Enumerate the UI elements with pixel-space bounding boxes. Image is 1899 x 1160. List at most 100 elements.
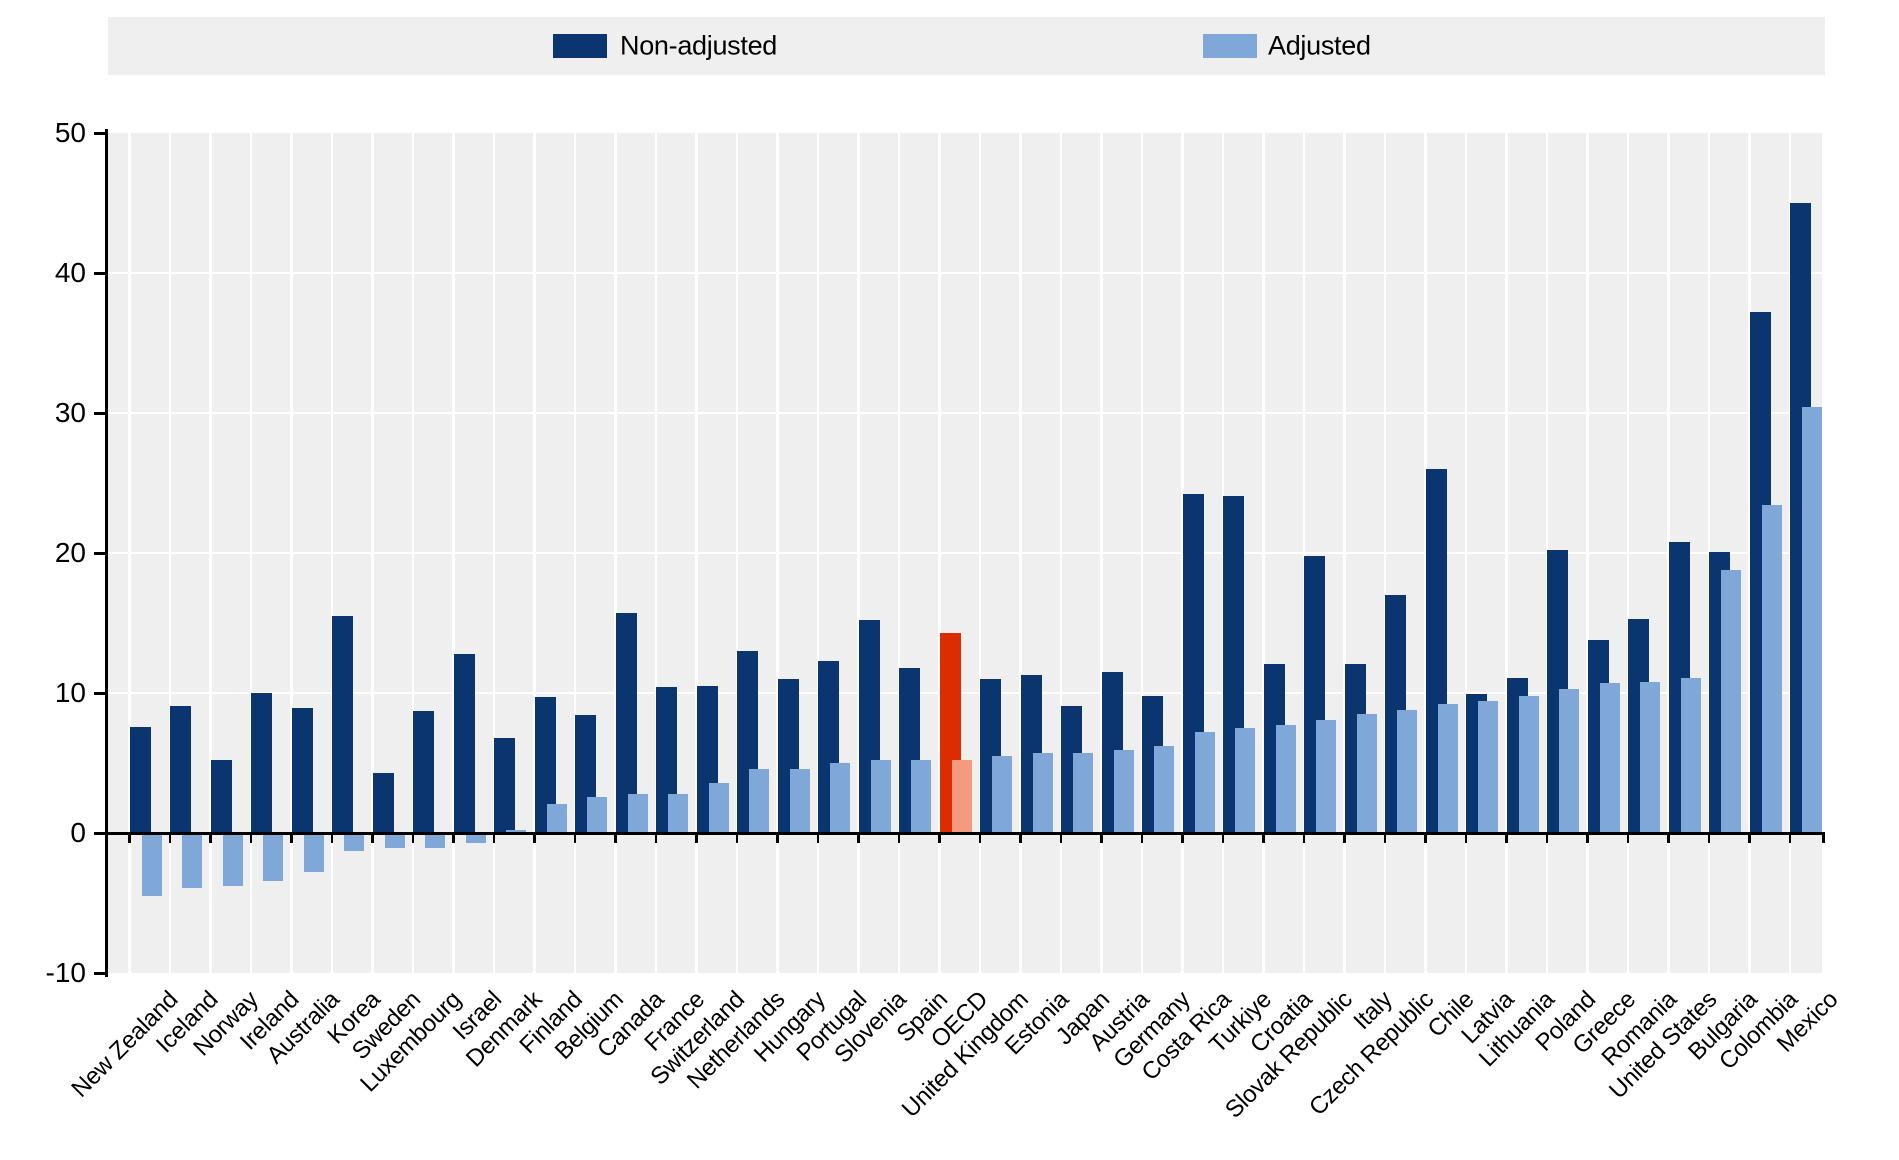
x-axis-tick — [614, 831, 617, 843]
column-separator-stripe — [168, 133, 171, 973]
bar-non-adjusted-norway — [210, 760, 232, 833]
column-separator-stripe — [1343, 133, 1346, 973]
bar-adjusted-japan — [1073, 753, 1093, 833]
x-axis-tick — [735, 831, 738, 843]
bar-adjusted-mexico — [1802, 407, 1822, 833]
x-axis-tick — [1707, 831, 1710, 843]
column-separator-stripe — [654, 133, 657, 973]
x-axis-tick — [1221, 831, 1224, 843]
x-axis-tick — [1545, 831, 1548, 843]
column-separator-stripe — [1059, 133, 1062, 973]
bar-non-adjusted-canada — [615, 613, 637, 833]
plot-area — [94, 129, 1825, 977]
bar-adjusted-australia — [303, 833, 324, 873]
column-separator-stripe — [1221, 133, 1224, 973]
x-axis-tick — [1383, 831, 1386, 843]
bar-adjusted-korea — [344, 833, 364, 852]
column-separator-stripe — [695, 133, 698, 973]
bar-adjusted-netherlands — [749, 768, 769, 833]
x-axis-tick — [452, 831, 455, 843]
bar-adjusted-estonia — [1032, 753, 1053, 833]
x-axis-tick — [1140, 831, 1143, 843]
bar-adjusted-finland — [546, 803, 567, 833]
bar-adjusted-norway — [222, 833, 243, 887]
column-separator-stripe — [1424, 133, 1427, 973]
bar-adjusted-greece — [1599, 683, 1620, 833]
bar-adjusted-turkiye — [1235, 728, 1255, 833]
column-separator-stripe — [1100, 133, 1103, 973]
column-separator-stripe — [492, 133, 495, 973]
x-axis-tick — [1505, 831, 1508, 843]
column-separator-stripe — [1505, 133, 1508, 973]
bar-adjusted-czech-republic — [1397, 709, 1417, 833]
bar-adjusted-romania — [1640, 681, 1660, 833]
bar-adjusted-france — [668, 793, 688, 833]
x-axis-tick — [1667, 831, 1670, 843]
x-axis-tick — [857, 831, 860, 843]
x-axis-tick — [1748, 831, 1751, 843]
x-axis-tick — [695, 831, 698, 843]
bar-adjusted-italy — [1356, 714, 1377, 833]
x-axis-tick — [938, 831, 941, 843]
column-separator-stripe — [1545, 133, 1548, 973]
x-axis-tick — [371, 831, 374, 843]
bar-adjusted-latvia — [1478, 701, 1498, 833]
x-axis-tick — [290, 831, 293, 843]
y-axis-tick — [94, 411, 105, 415]
bar-adjusted-israel — [465, 833, 486, 843]
column-separator-stripe — [1302, 133, 1305, 973]
x-axis-zero-line — [108, 831, 1825, 835]
column-separator-stripe — [128, 133, 131, 973]
bar-adjusted-portugal — [830, 763, 850, 833]
bar-non-adjusted-australia — [291, 708, 313, 833]
y-axis-tick-label-0: 0 — [70, 817, 86, 848]
bar-non-adjusted-ireland — [251, 693, 272, 833]
column-separator-stripe — [614, 133, 617, 973]
y-axis-spine — [104, 129, 108, 977]
y-axis-tick-label-20: 20 — [54, 537, 86, 568]
bar-adjusted-sweden — [384, 833, 405, 849]
bar-non-adjusted-iceland — [170, 705, 191, 833]
x-axis-tick — [1059, 831, 1062, 843]
x-axis-tick — [533, 831, 536, 843]
x-axis-tick — [1822, 831, 1825, 843]
y-axis-tick-label-10: 10 — [54, 677, 86, 708]
y-axis-tick-label--10: -10 — [45, 957, 86, 988]
bar-adjusted-hungary — [789, 768, 810, 833]
x-axis-tick — [1626, 831, 1629, 843]
x-axis-tick — [1181, 831, 1184, 843]
x-axis-tick — [654, 831, 657, 843]
x-axis-tick — [978, 831, 981, 843]
y-axis-tick — [94, 831, 105, 835]
column-separator-stripe — [573, 133, 576, 973]
bar-adjusted-slovak-republic — [1316, 719, 1336, 833]
bar-adjusted-switzerland — [708, 782, 729, 833]
column-separator-stripe — [290, 133, 293, 973]
column-separator-stripe — [1262, 133, 1265, 973]
x-axis-tick — [168, 831, 171, 843]
x-axis-tick — [1788, 831, 1791, 843]
x-axis-tick — [816, 831, 819, 843]
x-axis-tick — [1019, 831, 1022, 843]
bar-adjusted-bulgaria — [1721, 569, 1741, 833]
column-separator-stripe — [533, 133, 536, 973]
column-separator-stripe — [209, 133, 212, 973]
x-axis-tick — [249, 831, 252, 843]
x-axis-tick — [776, 831, 779, 843]
bar-non-adjusted-denmark — [494, 737, 515, 833]
grid-hline-40 — [108, 271, 1825, 275]
column-separator-stripe — [1748, 133, 1751, 973]
column-separator-stripe — [1707, 133, 1710, 973]
x-axis-tick — [128, 831, 131, 843]
x-axis-tick — [1262, 831, 1265, 843]
bar-non-adjusted-new-zealand — [129, 726, 151, 833]
legend-swatch-non-adjusted — [553, 34, 607, 58]
y-axis-tick — [94, 971, 105, 975]
column-separator-stripe — [1667, 133, 1670, 973]
column-separator-stripe — [1140, 133, 1143, 973]
bar-adjusted-united-states — [1680, 677, 1701, 833]
x-axis-tick — [492, 831, 495, 843]
bar-adjusted-lithuania — [1518, 695, 1539, 833]
x-axis-tick — [1302, 831, 1305, 843]
